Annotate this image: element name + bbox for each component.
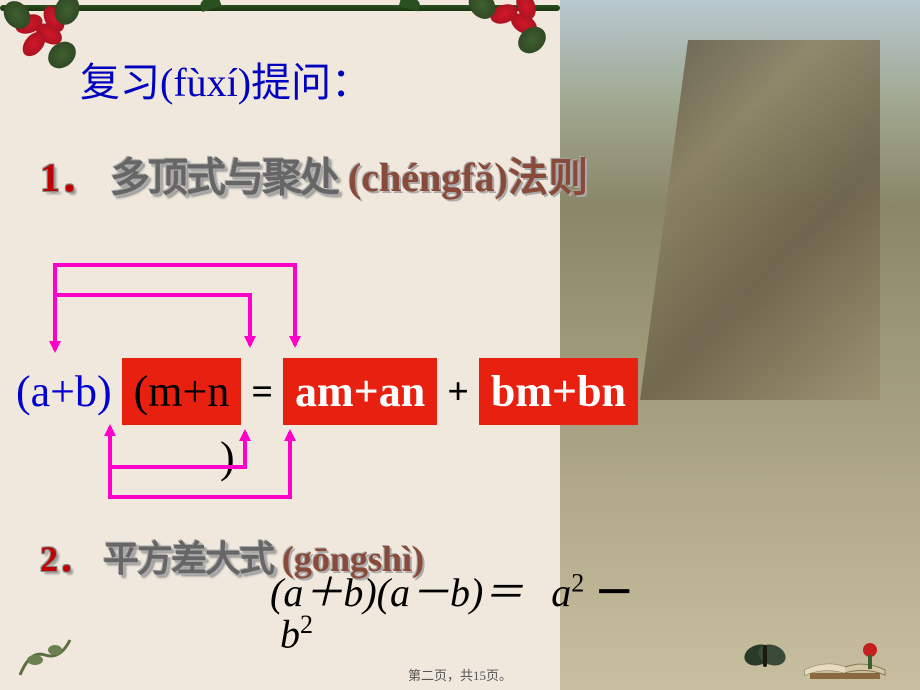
equation-row: (a+b) (m+n = am+an + bm+bn bbox=[10, 358, 642, 425]
item1-text-garbled: 多顶式与聚处 bbox=[110, 155, 338, 200]
footer-total: 15 bbox=[473, 668, 486, 683]
formula2-a: a bbox=[533, 570, 571, 615]
formula2-lhs: (a＋b)(a－b)＝ bbox=[270, 570, 523, 615]
decorative-vine-top bbox=[0, 0, 560, 50]
foil-arrows-bottom bbox=[20, 422, 320, 512]
review-item-1: 1． 多顶式与聚处 (chéngfǎ)法则 bbox=[40, 145, 588, 203]
item1-number: 1． bbox=[40, 155, 100, 200]
item2-number: 2． bbox=[40, 539, 94, 579]
footer-suffix: 页。 bbox=[486, 668, 512, 683]
item1-pinyin: (chéngfǎ)法则 bbox=[348, 155, 588, 200]
flower-top-right bbox=[480, 0, 570, 75]
foil-arrows-top bbox=[20, 235, 320, 355]
equals-sign: = bbox=[245, 370, 279, 414]
page-footer: 第二页，共15页。 bbox=[0, 665, 920, 684]
lhs-m-plus-n-box: (m+n bbox=[122, 358, 242, 425]
footer-prefix: 第二页，共 bbox=[408, 668, 473, 683]
formula2-sup1: 2 bbox=[571, 569, 584, 598]
difference-of-squares-lhs: (a＋b)(a－b)＝ a2 － bbox=[270, 560, 634, 618]
rhs-am-an-box: am+an bbox=[283, 358, 437, 425]
rhs-bm-bn-box: bm+bn bbox=[479, 358, 638, 425]
lhs-a-plus-b: (a+b) bbox=[10, 362, 118, 421]
page-title: 复习(fùxí)提问： bbox=[80, 50, 371, 108]
plus-sign: + bbox=[441, 370, 475, 414]
item2-text-garbled: 平方差大式 bbox=[103, 539, 273, 579]
cliff-graphic bbox=[640, 40, 880, 400]
formula2-minus: － bbox=[594, 570, 634, 615]
